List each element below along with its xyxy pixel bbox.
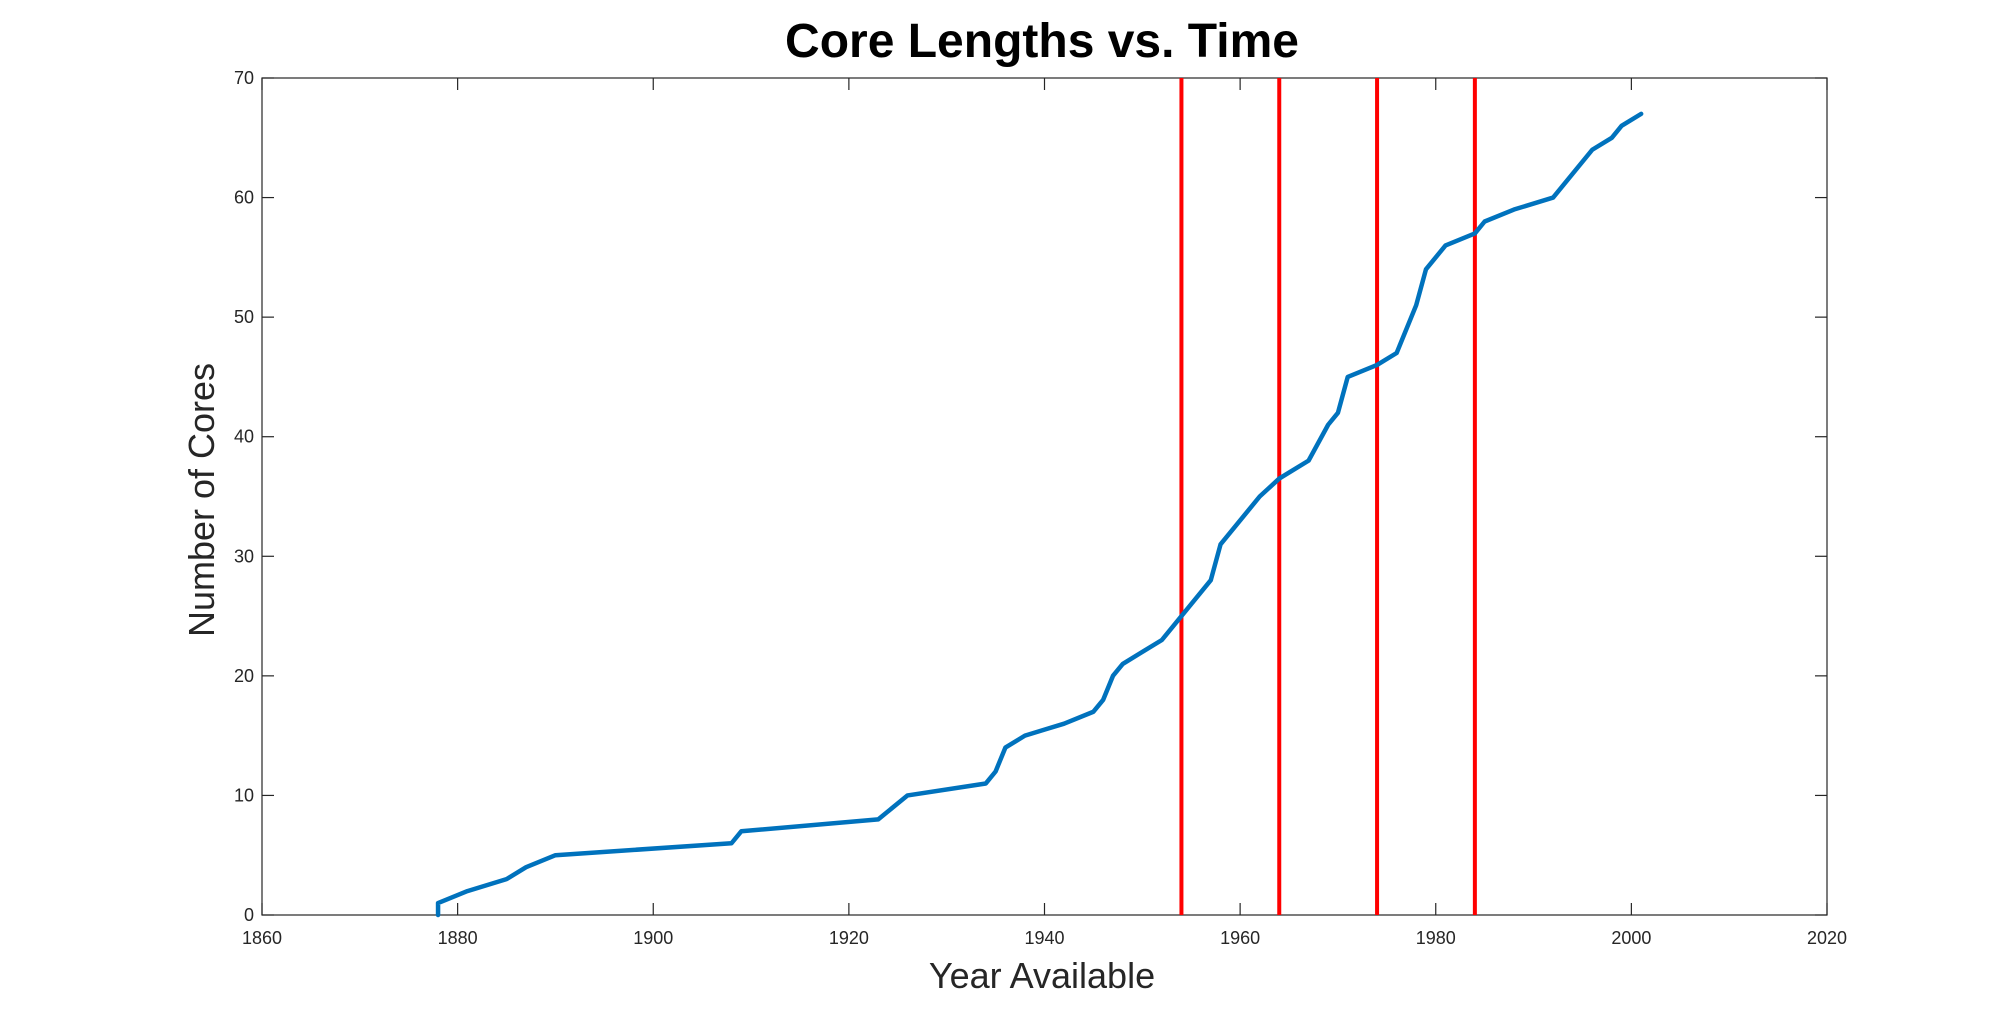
x-tick-label: 1900 [633,928,673,948]
x-tick-label: 1860 [242,928,282,948]
chart-title: Core Lengths vs. Time [785,15,1299,68]
vertical-lines [1179,78,1477,915]
series-line [435,111,1644,918]
x-tick-label: 1960 [1220,928,1260,948]
x-tick-label: 2020 [1807,928,1847,948]
x-tick-label: 1920 [829,928,869,948]
plot-frame [261,77,1828,916]
y-tick-label: 20 [234,666,254,686]
y-tick-label: 0 [244,905,254,925]
series-group [435,111,1644,918]
x-axis-label: Year Available [929,955,1155,996]
y-tick-label: 70 [234,68,254,88]
y-axis-label: Number of Cores [181,363,222,637]
x-tick-label: 2000 [1611,928,1651,948]
x-tick-label: 1980 [1416,928,1456,948]
x-tick-label: 1940 [1024,928,1064,948]
y-tick-label: 40 [234,427,254,447]
y-tick-label: 10 [234,785,254,805]
y-tick-label: 60 [234,188,254,208]
y-tick-label: 30 [234,546,254,566]
ticks: 1860 1880 1900 1920 1940 1960 1980 2000 2020 0 10 2… [234,68,1847,948]
x-tick-label: 1880 [438,928,478,948]
y-tick-label: 50 [234,307,254,327]
